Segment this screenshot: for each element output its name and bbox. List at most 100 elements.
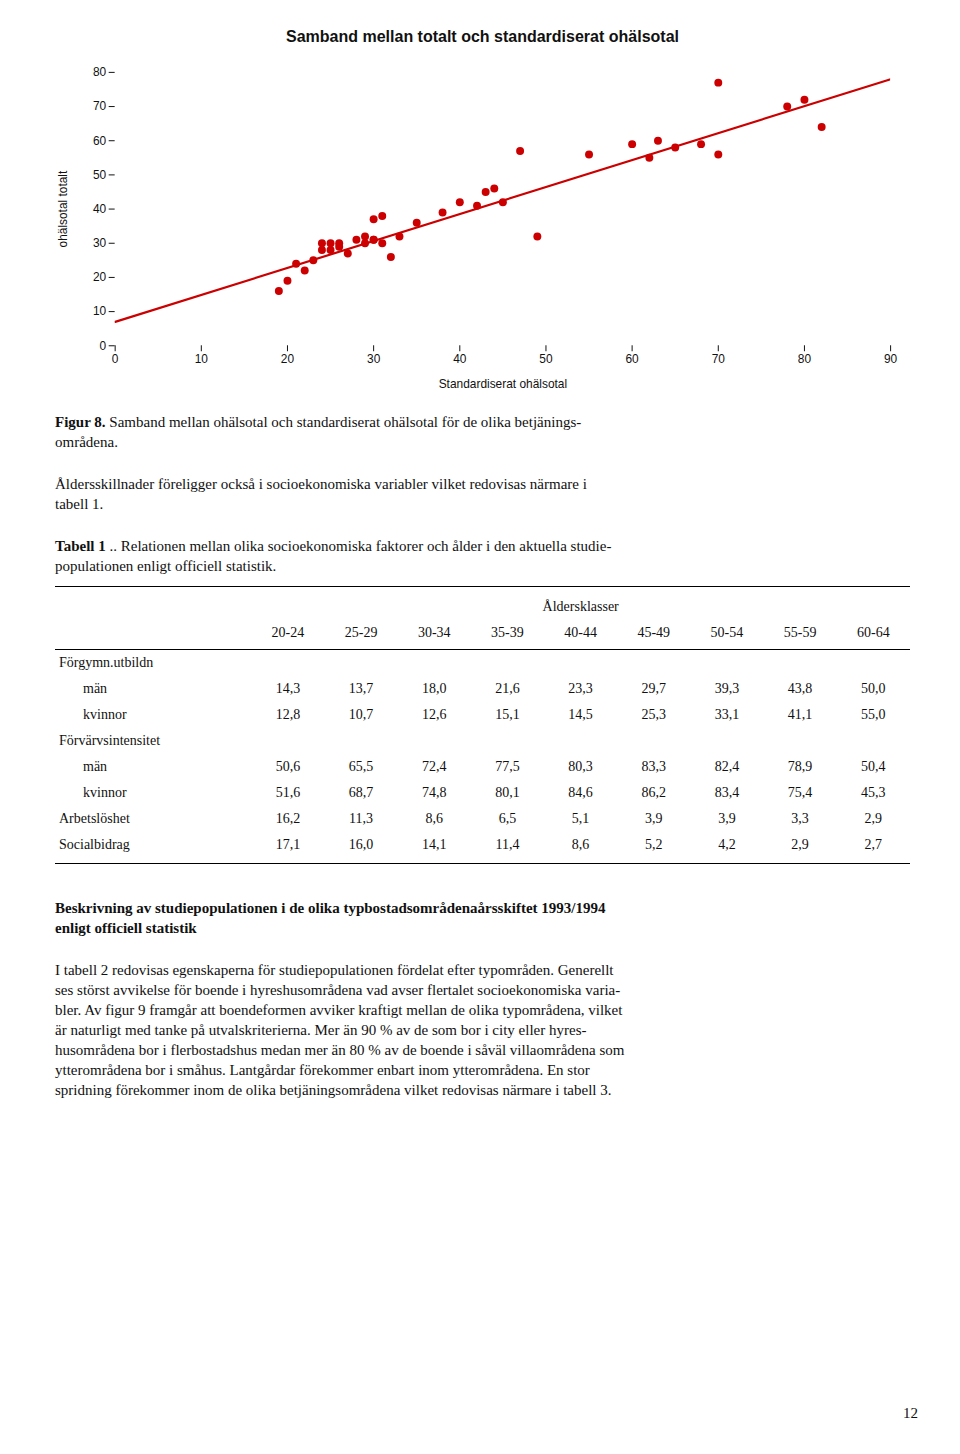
- html-text:13,7: 13,7: [348, 681, 374, 696]
- html-text:tabell 1.: tabell 1.: [55, 496, 104, 512]
- html-text:spridning förekommer inom de o: spridning förekommer inom de olika betjä…: [55, 1082, 612, 1098]
- svg-text:0: 0: [100, 339, 107, 353]
- svg-text:70: 70: [93, 99, 107, 113]
- svg-text:10: 10: [93, 304, 107, 318]
- svg-text:50: 50: [93, 168, 107, 182]
- html-text:Åldersskillnader föreligger oc: Åldersskillnader föreligger också i soci…: [55, 476, 587, 492]
- html-text:män: män: [83, 759, 108, 774]
- html-text:10,7: 10,7: [348, 707, 374, 722]
- html-text:Tabell 1.. Relationen mellan o: Tabell 1.. Relationen mellan olika socio…: [55, 538, 612, 554]
- svg-text:80: 80: [93, 65, 107, 79]
- html-text:55-59: 55-59: [783, 625, 817, 640]
- html-text:Beskrivning av studiepopulatio: Beskrivning av studiepopulationen i de o…: [55, 900, 606, 916]
- svg-text:40: 40: [453, 352, 467, 366]
- html-text:80,1: 80,1: [495, 785, 520, 800]
- html-text:84,6: 84,6: [568, 785, 593, 800]
- html-text:män: män: [83, 681, 108, 696]
- html-text:68,7: 68,7: [348, 785, 374, 800]
- html-text:kvinnor: kvinnor: [83, 785, 127, 800]
- html-text:50-54: 50-54: [710, 625, 744, 640]
- html-text:8,6: 8,6: [425, 811, 443, 826]
- html-text:35-39: 35-39: [491, 625, 524, 640]
- html-text:2,9: 2,9: [864, 811, 883, 826]
- html-text:15,1: 15,1: [495, 707, 520, 722]
- svg-text:30: 30: [367, 352, 381, 366]
- html-text:5,1: 5,1: [571, 811, 590, 826]
- html-text:Arbetslöshet: Arbetslöshet: [59, 811, 130, 826]
- svg-text:0: 0: [112, 352, 119, 366]
- html-text:41,1: 41,1: [787, 707, 813, 722]
- svg-text:60: 60: [93, 134, 107, 148]
- html-text:12,6: 12,6: [422, 707, 447, 722]
- html-text:kvinnor: kvinnor: [83, 707, 127, 722]
- html-text:74,8: 74,8: [422, 785, 447, 800]
- svg-text:90: 90: [884, 352, 898, 366]
- svg-text:ohälsotal totalt: ohälsotal totalt: [56, 170, 70, 247]
- html-text:45,3: 45,3: [861, 785, 886, 800]
- svg-text:50: 50: [539, 352, 553, 366]
- svg-text:60: 60: [625, 352, 639, 366]
- html-text:25,3: 25,3: [641, 707, 666, 722]
- html-text:3,9: 3,9: [645, 811, 663, 826]
- html-text:29,7: 29,7: [641, 681, 666, 696]
- html-text:43,8: 43,8: [787, 681, 813, 696]
- html-text:16,2: 16,2: [275, 811, 301, 826]
- html-text:14,3: 14,3: [275, 681, 301, 696]
- svg-text:10: 10: [195, 352, 209, 366]
- html-text:18,0: 18,0: [422, 681, 447, 696]
- html-text:60-64: 60-64: [857, 625, 890, 640]
- html-text:14,5: 14,5: [568, 707, 593, 722]
- html-text:80,3: 80,3: [568, 759, 593, 774]
- html-text:I tabell 2 redovisas egenskape: I tabell 2 redovisas egenskaperna för st…: [55, 962, 614, 978]
- html-text:55,0: 55,0: [861, 707, 886, 722]
- html-text:11,3: 11,3: [349, 811, 374, 826]
- html-text:82,4: 82,4: [714, 759, 740, 774]
- html-text:3,9: 3,9: [718, 811, 736, 826]
- html-text:78,9: 78,9: [787, 759, 813, 774]
- svg-text:Standardiserat ohälsotal: Standardiserat ohälsotal: [439, 377, 567, 390]
- svg-text:40: 40: [93, 202, 107, 216]
- svg-text:20: 20: [281, 352, 295, 366]
- html-text:husområdena bor i flerbostadsh: husområdena bor i flerbostadshus medan m…: [55, 1042, 625, 1058]
- html-text:75,4: 75,4: [787, 785, 813, 800]
- html-text:Förvärvsintensitet: Förvärvsintensitet: [59, 733, 161, 748]
- svg-text:80: 80: [798, 352, 812, 366]
- html-text:bler. Av figur 9 framgår att b: bler. Av figur 9 framgår att boendeforme…: [55, 1002, 623, 1018]
- html-text:25-29: 25-29: [344, 625, 378, 640]
- svg-text:30: 30: [93, 236, 107, 250]
- html-text:45-49: 45-49: [637, 625, 671, 640]
- html-text:är naturligt med tanke på utva: är naturligt med tanke på utvalskriterie…: [55, 1022, 587, 1038]
- html-text:83,3: 83,3: [641, 759, 666, 774]
- html-text:6,5: 6,5: [498, 811, 517, 826]
- html-text:65,5: 65,5: [348, 759, 374, 774]
- html-text:12,8: 12,8: [275, 707, 301, 722]
- html-text:Figur 8. Samband mellan ohälso: Figur 8. Samband mellan ohälsotal och st…: [55, 414, 582, 430]
- html-text:77,5: 77,5: [495, 759, 520, 774]
- html-text:Åldersklasser: Åldersklasser: [542, 599, 619, 614]
- html-text:30-34: 30-34: [417, 625, 451, 640]
- html-text:populationen enligt officiell: populationen enligt officiell statistik.: [55, 558, 277, 574]
- html-text:ytterområdena bor i småhus. La: ytterområdena bor i småhus. Lantgårdar f…: [55, 1062, 590, 1078]
- html-text:83,4: 83,4: [714, 785, 740, 800]
- html-text:enligt officiell statistik: enligt officiell statistik: [55, 920, 197, 936]
- html-text:Socialbidrag: Socialbidrag: [59, 837, 130, 852]
- html-text:33,1: 33,1: [714, 707, 740, 722]
- html-text:40-44: 40-44: [564, 625, 597, 640]
- svg-text:70: 70: [712, 352, 726, 366]
- svg-text:20: 20: [93, 270, 107, 284]
- html-text:3,3: 3,3: [791, 811, 809, 826]
- html-text:86,2: 86,2: [641, 785, 666, 800]
- html-text:39,3: 39,3: [714, 681, 740, 696]
- html-text:Samband mellan totalt och stan: Samband mellan totalt och standardiserat…: [286, 28, 679, 45]
- html-text:20-24: 20-24: [271, 625, 305, 640]
- html-text:21,6: 21,6: [495, 681, 520, 696]
- html-text:23,3: 23,3: [568, 681, 593, 696]
- html-text:50,4: 50,4: [861, 759, 886, 774]
- html-text:områdena.: områdena.: [55, 434, 118, 450]
- html-text:Förgymn.utbildn: Förgymn.utbildn: [59, 655, 154, 670]
- html-text:ses störst avvikelse för boend: ses störst avvikelse för boende i hyresh…: [55, 982, 621, 998]
- html-text:50,6: 50,6: [275, 759, 301, 774]
- html-text:72,4: 72,4: [422, 759, 447, 774]
- html-text:51,6: 51,6: [275, 785, 301, 800]
- html-text:50,0: 50,0: [861, 681, 886, 696]
